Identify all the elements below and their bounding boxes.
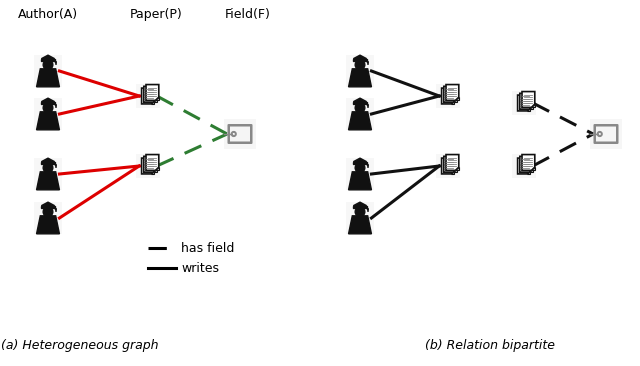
Polygon shape	[36, 172, 60, 190]
Text: (b) Relation bipartite: (b) Relation bipartite	[425, 339, 555, 352]
Polygon shape	[529, 169, 532, 172]
Circle shape	[43, 163, 53, 173]
Circle shape	[43, 60, 53, 70]
Polygon shape	[353, 98, 367, 103]
FancyBboxPatch shape	[353, 162, 367, 164]
Polygon shape	[520, 93, 532, 109]
FancyBboxPatch shape	[512, 91, 536, 115]
Text: has field: has field	[181, 242, 234, 254]
FancyBboxPatch shape	[353, 206, 367, 208]
Polygon shape	[36, 216, 60, 234]
Circle shape	[355, 60, 365, 70]
Polygon shape	[531, 167, 535, 171]
Polygon shape	[518, 158, 531, 174]
Polygon shape	[518, 95, 531, 111]
FancyBboxPatch shape	[346, 55, 374, 87]
Text: Paper(P): Paper(P)	[130, 8, 182, 21]
FancyBboxPatch shape	[42, 162, 54, 164]
Polygon shape	[444, 86, 456, 102]
Polygon shape	[42, 55, 54, 60]
Text: Author(A): Author(A)	[18, 8, 78, 21]
FancyBboxPatch shape	[136, 154, 160, 178]
Polygon shape	[141, 158, 154, 174]
Polygon shape	[36, 112, 60, 130]
Polygon shape	[42, 202, 54, 207]
Text: (a) Heterogeneous graph: (a) Heterogeneous graph	[1, 339, 159, 352]
Polygon shape	[141, 88, 154, 104]
FancyBboxPatch shape	[228, 125, 252, 143]
Polygon shape	[144, 86, 157, 102]
Polygon shape	[349, 172, 371, 190]
Polygon shape	[153, 169, 157, 172]
FancyBboxPatch shape	[346, 98, 374, 130]
FancyBboxPatch shape	[512, 154, 536, 178]
Polygon shape	[353, 202, 367, 207]
Text: writes: writes	[181, 261, 219, 274]
Circle shape	[355, 207, 365, 217]
Circle shape	[232, 132, 236, 136]
Polygon shape	[349, 69, 371, 87]
FancyBboxPatch shape	[34, 55, 62, 87]
FancyBboxPatch shape	[42, 206, 54, 208]
Polygon shape	[144, 156, 157, 172]
Polygon shape	[151, 171, 154, 174]
Polygon shape	[520, 156, 532, 172]
Polygon shape	[153, 99, 157, 102]
Polygon shape	[349, 112, 371, 130]
Polygon shape	[353, 55, 367, 60]
Polygon shape	[442, 88, 454, 104]
Polygon shape	[522, 154, 535, 171]
FancyBboxPatch shape	[590, 119, 622, 149]
Polygon shape	[456, 97, 459, 100]
Polygon shape	[42, 98, 54, 103]
Polygon shape	[151, 101, 154, 104]
Polygon shape	[353, 158, 367, 163]
Polygon shape	[529, 106, 532, 109]
Polygon shape	[451, 101, 454, 104]
FancyBboxPatch shape	[42, 59, 54, 61]
FancyBboxPatch shape	[436, 84, 460, 108]
Polygon shape	[451, 171, 454, 174]
Polygon shape	[453, 169, 456, 172]
Circle shape	[43, 103, 53, 113]
Polygon shape	[456, 167, 459, 171]
Polygon shape	[531, 104, 535, 107]
Circle shape	[355, 163, 365, 173]
FancyBboxPatch shape	[346, 202, 374, 234]
FancyBboxPatch shape	[224, 119, 256, 149]
Polygon shape	[522, 92, 535, 107]
FancyBboxPatch shape	[436, 154, 460, 178]
Polygon shape	[453, 99, 456, 102]
Circle shape	[43, 207, 53, 217]
Polygon shape	[444, 156, 456, 172]
FancyBboxPatch shape	[353, 102, 367, 104]
Polygon shape	[442, 158, 454, 174]
Polygon shape	[146, 85, 159, 100]
Polygon shape	[446, 154, 459, 171]
Polygon shape	[42, 158, 54, 163]
FancyBboxPatch shape	[34, 158, 62, 190]
FancyBboxPatch shape	[34, 98, 62, 130]
Polygon shape	[527, 171, 531, 174]
Polygon shape	[156, 97, 159, 100]
FancyBboxPatch shape	[595, 125, 617, 143]
FancyBboxPatch shape	[42, 102, 54, 104]
FancyBboxPatch shape	[346, 158, 374, 190]
FancyBboxPatch shape	[136, 84, 160, 108]
Polygon shape	[349, 216, 371, 234]
FancyBboxPatch shape	[353, 59, 367, 61]
Polygon shape	[446, 85, 459, 100]
Circle shape	[598, 132, 602, 136]
Circle shape	[355, 103, 365, 113]
FancyBboxPatch shape	[34, 202, 62, 234]
Text: Field(F): Field(F)	[225, 8, 271, 21]
Polygon shape	[146, 154, 159, 171]
Polygon shape	[36, 69, 60, 87]
Polygon shape	[527, 108, 531, 111]
Polygon shape	[156, 167, 159, 171]
